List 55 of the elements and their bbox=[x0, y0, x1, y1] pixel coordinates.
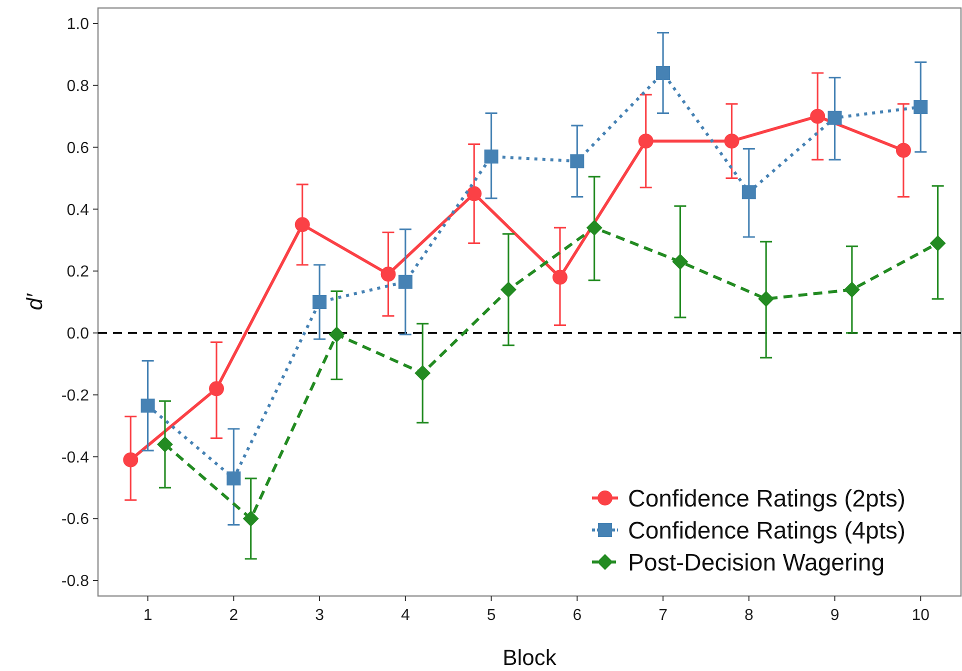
point bbox=[672, 254, 688, 270]
point bbox=[312, 295, 327, 309]
point bbox=[380, 266, 396, 282]
x-axis-title: Block bbox=[502, 645, 558, 670]
point bbox=[484, 150, 498, 164]
x-tick-label: 8 bbox=[744, 607, 754, 624]
point bbox=[466, 186, 482, 202]
point bbox=[828, 110, 842, 125]
point bbox=[209, 381, 224, 396]
y-tick-label: -0.2 bbox=[61, 387, 90, 404]
point bbox=[414, 365, 431, 382]
x-tick-label: 10 bbox=[912, 607, 930, 624]
point bbox=[844, 282, 860, 298]
point bbox=[570, 154, 584, 168]
y-tick-label: -0.6 bbox=[61, 511, 90, 528]
point bbox=[758, 290, 774, 307]
y-axis-title: d′ bbox=[22, 292, 47, 310]
y-tick-label: 0.6 bbox=[66, 140, 90, 157]
point bbox=[638, 134, 654, 149]
point bbox=[328, 326, 345, 342]
point bbox=[552, 270, 568, 285]
point bbox=[294, 217, 310, 232]
point bbox=[656, 66, 670, 80]
y-tick-label: 1.0 bbox=[66, 16, 90, 34]
point bbox=[500, 282, 516, 298]
legend-label: Confidence Ratings (2pts) bbox=[628, 485, 906, 512]
x-tick-label: 6 bbox=[572, 607, 582, 624]
point bbox=[156, 436, 173, 452]
point bbox=[724, 134, 740, 149]
point bbox=[123, 452, 138, 468]
x-tick-label: 4 bbox=[400, 607, 410, 624]
point bbox=[586, 220, 602, 236]
y-tick-label: -0.8 bbox=[61, 573, 90, 590]
point bbox=[914, 100, 928, 114]
point bbox=[896, 142, 911, 158]
point bbox=[140, 398, 155, 413]
point bbox=[242, 510, 259, 527]
legend-label: Confidence Ratings (4pts) bbox=[628, 517, 906, 544]
legend-label: Post-Decision Wagering bbox=[628, 549, 885, 576]
x-tick-label: 7 bbox=[658, 607, 668, 624]
y-tick-label: 0.0 bbox=[66, 326, 90, 343]
point bbox=[226, 471, 241, 486]
y-tick-label: -0.4 bbox=[61, 449, 90, 466]
x-tick-label: 2 bbox=[229, 607, 238, 624]
x-tick-label: 5 bbox=[486, 607, 496, 624]
point bbox=[742, 185, 756, 200]
x-tick-label: 9 bbox=[830, 607, 840, 624]
point bbox=[930, 235, 946, 252]
x-tick-label: 3 bbox=[315, 607, 324, 624]
y-tick-label: 0.4 bbox=[66, 202, 90, 219]
point bbox=[810, 108, 826, 124]
point bbox=[398, 274, 412, 289]
y-tick-label: 0.8 bbox=[66, 78, 90, 95]
y-tick-label: 0.2 bbox=[66, 264, 90, 281]
x-tick-label: 1 bbox=[143, 607, 152, 624]
